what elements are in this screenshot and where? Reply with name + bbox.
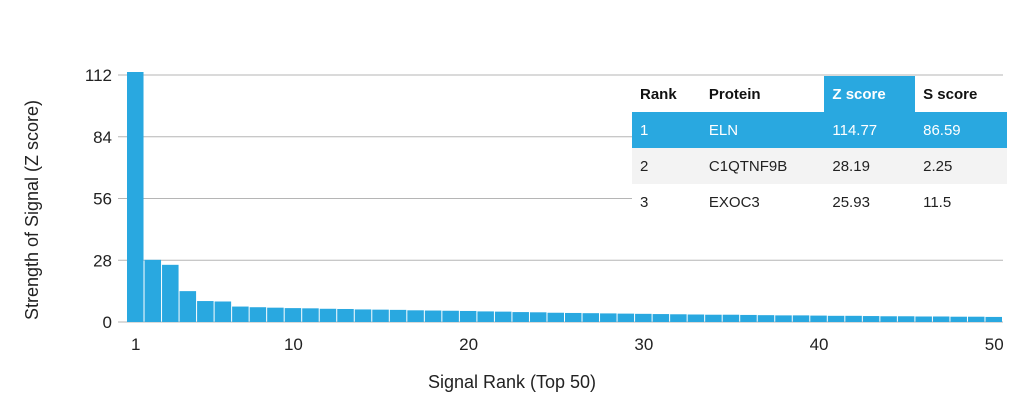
bar-rank-24 (529, 312, 547, 322)
bar-rank-46 (915, 316, 932, 322)
x-tick-label: 10 (284, 335, 303, 354)
table-row: 1 ELN 114.77 86.59 (632, 112, 1007, 148)
bar-rank-22 (494, 311, 512, 322)
bar-rank-28 (600, 313, 617, 322)
bar-rank-50 (985, 316, 1002, 322)
cell-protein: EXOC3 (708, 193, 760, 211)
bar-rank-26 (565, 312, 582, 322)
bar-rank-43 (862, 316, 880, 322)
y-axis-title: Strength of Signal (Z score) (22, 100, 42, 320)
x-tick-label: 40 (810, 335, 829, 354)
bar-rank-6 (214, 301, 232, 322)
x-tick-label: 20 (459, 335, 478, 354)
bar-rank-20 (459, 310, 477, 322)
y-tick-label: 28 (93, 251, 112, 270)
bar-rank-32 (670, 314, 687, 322)
y-axis-ticks: 0 28 56 84 112 (85, 66, 112, 332)
bar-rank-14 (354, 309, 372, 322)
x-tick-label: 50 (985, 335, 1004, 354)
bar-rank-7 (232, 306, 249, 322)
bar-rank-10 (284, 308, 302, 322)
bar-rank-34 (705, 314, 722, 322)
bar-rank-12 (319, 308, 337, 322)
bar-rank-18 (424, 310, 442, 322)
bar-rank-44 (880, 316, 897, 322)
y-tick-label: 56 (93, 190, 112, 209)
bar-rank-15 (372, 309, 389, 322)
bar-rank-33 (687, 314, 705, 322)
bar-rank-38 (775, 315, 792, 322)
bar-rank-11 (302, 308, 319, 322)
x-axis-title: Signal Rank (Top 50) (428, 372, 596, 392)
bar-rank-31 (652, 314, 670, 322)
bar-rank-2 (144, 259, 162, 322)
bar-rank-48 (950, 316, 967, 322)
cell-s-score: 11.5 (923, 193, 952, 211)
cell-rank: 1 (632, 112, 701, 148)
bar-rank-29 (617, 313, 635, 322)
bar-rank-3 (162, 264, 179, 322)
bar-rank-40 (810, 315, 827, 322)
header-protein: Protein (708, 85, 761, 103)
cell-z-score: 28.19 (824, 148, 916, 184)
header-z-score: Z score (824, 76, 916, 112)
bar-rank-16 (389, 309, 407, 322)
header-rank: Rank (640, 85, 677, 103)
cell-rank: 3 (640, 193, 649, 211)
x-tick-label: 1 (131, 335, 140, 354)
bar-rank-8 (249, 307, 267, 322)
bar-rank-30 (635, 313, 652, 322)
y-tick-label: 0 (103, 313, 112, 332)
bar-rank-36 (740, 314, 757, 322)
table-header-row: Rank Protein Z score S score (632, 76, 1007, 112)
bar-rank-41 (827, 315, 845, 322)
bar-rank-45 (897, 316, 915, 322)
bar-rank-9 (267, 307, 284, 322)
bar-rank-5 (197, 301, 214, 322)
bar-rank-47 (932, 316, 950, 322)
bars (127, 72, 1002, 323)
bar-rank-23 (512, 312, 529, 322)
table-row: 2 C1QTNF9B 28.19 2.25 (632, 148, 1007, 184)
cell-z-score: 25.93 (832, 193, 870, 211)
bar-rank-37 (757, 315, 775, 322)
bar-rank-42 (845, 315, 862, 322)
header-s-score: S score (923, 85, 978, 103)
bar-rank-17 (407, 310, 424, 322)
y-tick-label: 112 (85, 66, 112, 85)
x-tick-label: 30 (634, 335, 653, 354)
bar-rank-25 (547, 312, 564, 322)
x-axis-ticks: 1 10 20 30 40 50 (131, 335, 1004, 354)
bar-rank-19 (442, 310, 459, 322)
cell-protein: C1QTNF9B (700, 148, 825, 184)
cell-rank: 2 (632, 148, 701, 184)
table-row: 3 EXOC3 25.93 11.5 (632, 184, 1007, 220)
cell-s-score: 2.25 (915, 148, 1007, 184)
cell-protein: ELN (700, 112, 825, 148)
bar-rank-21 (477, 311, 494, 322)
bar-rank-1 (127, 72, 144, 322)
y-tick-label: 84 (93, 128, 112, 147)
top-hits-table: Rank Protein Z score S score 1 ELN 114.7… (632, 76, 1007, 220)
cell-s-score: 86.59 (915, 112, 1007, 148)
bar-rank-13 (337, 308, 354, 322)
bar-rank-49 (967, 316, 985, 322)
bar-rank-4 (179, 291, 197, 323)
bar-rank-35 (722, 314, 740, 322)
bar-rank-27 (582, 313, 600, 322)
bar-rank-39 (792, 315, 810, 322)
cell-z-score: 114.77 (824, 112, 916, 148)
